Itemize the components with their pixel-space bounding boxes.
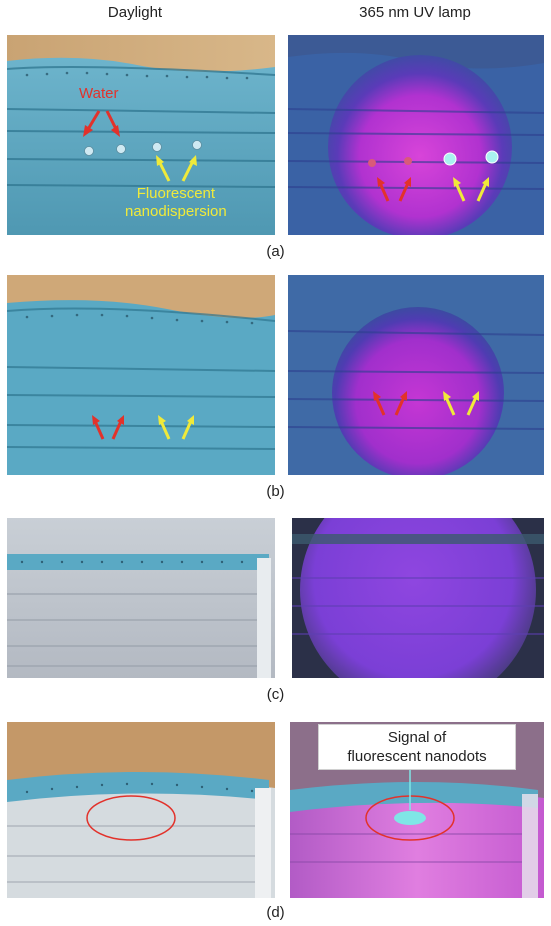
signal-label-line2: fluorescent nanodots xyxy=(347,748,487,765)
signal-label-line1: Signal of xyxy=(387,729,447,746)
photo-c-uv xyxy=(292,518,544,678)
photo-b-daylight xyxy=(7,275,275,475)
caption-d: (d) xyxy=(266,904,285,921)
column-header-daylight: Daylight xyxy=(107,4,163,21)
fluor-drop xyxy=(152,142,162,152)
fluor-signal-spot xyxy=(394,811,426,825)
water-drop xyxy=(116,144,126,154)
photo-d-uv: Signal of fluorescent nanodots xyxy=(290,722,544,898)
signal-callout: Signal of fluorescent nanodots xyxy=(318,724,516,770)
fluor-drop xyxy=(192,140,202,150)
photo-a-daylight: Water Fluorescent nanodispersion xyxy=(7,35,275,235)
caption-b: (b) xyxy=(266,483,285,500)
caption-a: (a) xyxy=(266,243,285,260)
fluor-label-line1: Fluorescent xyxy=(136,185,216,202)
highlight-ellipse xyxy=(86,795,176,841)
column-header-uv: 365 nm UV lamp xyxy=(359,4,471,21)
fluorescent-nanodispersion-label: Fluorescent nanodispersion xyxy=(125,185,227,221)
fluor-label-line2: nanodispersion xyxy=(125,203,227,220)
photo-c-daylight xyxy=(7,518,275,678)
water-label: Water xyxy=(79,85,119,102)
caption-c: (c) xyxy=(266,686,285,703)
photo-a-uv xyxy=(288,35,544,235)
photo-b-uv xyxy=(288,275,544,475)
photo-d-daylight xyxy=(7,722,275,898)
water-drop xyxy=(84,146,94,156)
